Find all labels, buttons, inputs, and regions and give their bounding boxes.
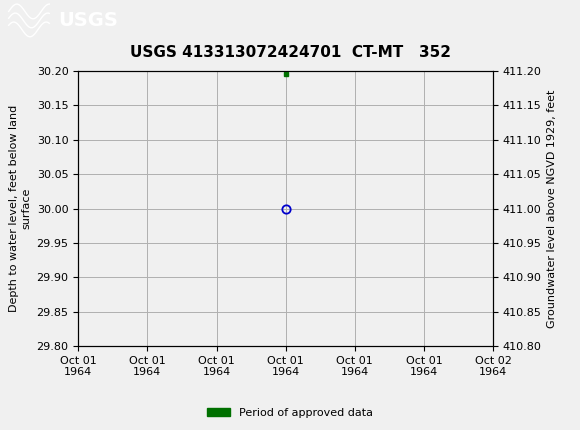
Text: USGS: USGS	[58, 11, 118, 30]
Legend: Period of approved data: Period of approved data	[203, 403, 377, 422]
Y-axis label: Groundwater level above NGVD 1929, feet: Groundwater level above NGVD 1929, feet	[547, 89, 557, 328]
Text: USGS 413313072424701  CT-MT   352: USGS 413313072424701 CT-MT 352	[129, 45, 451, 60]
Y-axis label: Depth to water level, feet below land
surface: Depth to water level, feet below land su…	[9, 105, 31, 312]
